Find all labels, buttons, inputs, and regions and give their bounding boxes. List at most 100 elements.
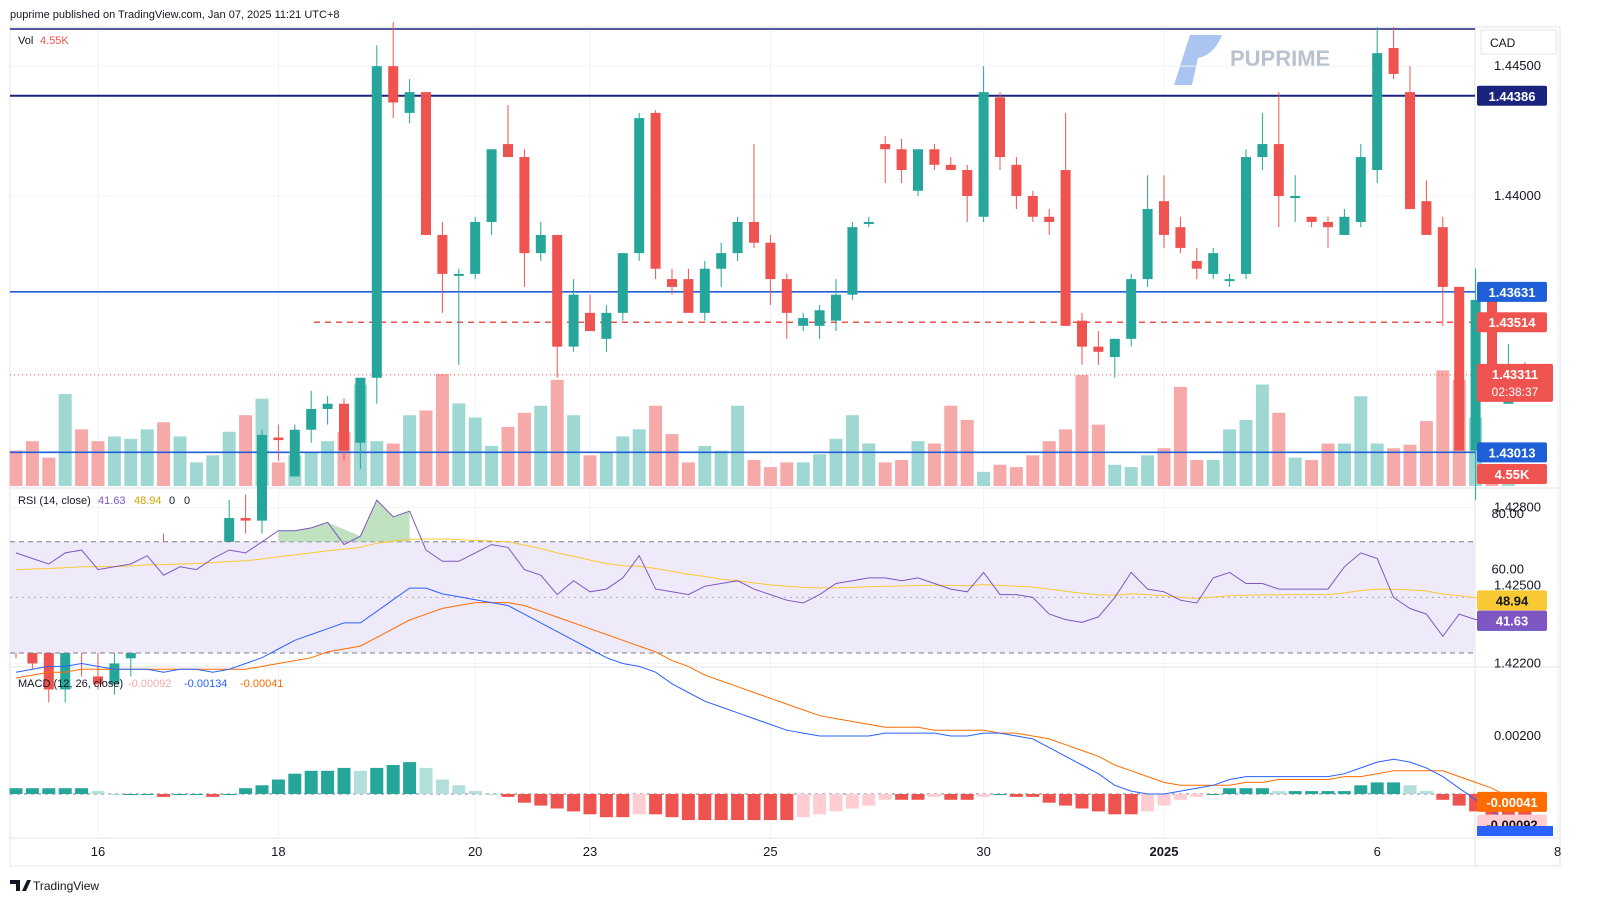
candle-body (765, 242, 776, 280)
volume-bar (1321, 443, 1335, 486)
volume-bar (452, 403, 466, 486)
candle-body (1208, 253, 1219, 274)
volume-bar (517, 412, 531, 486)
candle-body (322, 403, 333, 409)
volume-bar (829, 438, 843, 486)
volume-bar (895, 460, 909, 486)
volume-bar (845, 415, 859, 486)
macd-histogram-bar (9, 788, 23, 794)
volume-bar (1403, 444, 1417, 486)
candle-body (1077, 320, 1087, 347)
macd-histogram-bar (1452, 794, 1466, 806)
candle-body (1454, 286, 1465, 451)
candle-body (519, 157, 530, 254)
volume-bar (1272, 412, 1286, 486)
macd-histogram-bar (189, 794, 203, 795)
candle-body (732, 221, 743, 254)
candle-body (749, 221, 759, 243)
volume-bar (550, 379, 564, 486)
time-tick-label: 18 (271, 844, 285, 859)
candle-body (109, 663, 120, 685)
macd-histogram-bar (534, 794, 548, 806)
price-tick-label: 1.44500 (1494, 58, 1541, 73)
candle-body (995, 97, 1005, 158)
macd-histogram-bar (1124, 794, 1138, 815)
candle-body (634, 118, 645, 254)
candle-body (1355, 157, 1366, 222)
macd-histogram-bar (42, 788, 56, 794)
candle-body (289, 429, 300, 477)
candle-body (1126, 279, 1137, 339)
volume-bar (567, 415, 581, 486)
macd-signal-badge-label: -0.00041 (1486, 795, 1537, 810)
candle-body (93, 676, 103, 685)
macd-signal-line (15, 602, 1526, 807)
macd-histogram-bar (1321, 791, 1335, 794)
macd-histogram-bar (386, 765, 400, 794)
macd-histogram-bar (107, 794, 121, 795)
candle-body (1437, 227, 1448, 287)
candle-body (1159, 201, 1169, 235)
macd-histogram-bar (1009, 794, 1023, 797)
candle-body (1306, 216, 1317, 222)
time-axis: 16 18 20 23 25 30 2025 6 8 (91, 844, 1561, 859)
macd-histogram-bar (288, 773, 302, 794)
macd-value-badge-partial (1477, 826, 1553, 836)
macd-histogram-bar (1173, 794, 1187, 800)
time-tick-label: 23 (583, 844, 597, 859)
macd-histogram-bar (1403, 785, 1417, 794)
macd-histogram-bar (1206, 794, 1220, 795)
rsi-line (15, 499, 1509, 638)
volume-bar (140, 429, 154, 486)
volume-bar (1436, 370, 1450, 486)
candle-body (945, 164, 956, 171)
time-tick-label: 6 (1374, 844, 1381, 859)
footer-brand: TradingView (10, 879, 99, 893)
candle-body (1487, 299, 1497, 378)
volume-bar (878, 462, 892, 486)
candle-body (1142, 208, 1153, 280)
candle-body (699, 268, 710, 313)
time-tick-label: 2025 (1150, 844, 1179, 859)
volume-bar (9, 450, 23, 486)
rsi-ma-badge (1477, 590, 1547, 611)
price-tick-label: 1.42200 (1494, 655, 1541, 670)
candle-body (371, 66, 382, 378)
current-price-label: 1.43311 (1492, 367, 1538, 382)
macd-histogram-bar (1255, 788, 1269, 794)
volume-bar (91, 441, 105, 486)
rsi-ma-line (15, 538, 1509, 601)
time-tick-label: 20 (468, 844, 482, 859)
level-price-badge (1477, 85, 1547, 106)
macd-histogram-bar (993, 794, 1007, 795)
rsi-legend-title: RSI (14, close) (18, 495, 91, 507)
watermark-text: PUPRIME (1230, 46, 1330, 71)
volume-bar (403, 415, 417, 486)
candle-body (1109, 338, 1120, 358)
macd-histogram-bar (91, 791, 105, 794)
volume-bar (75, 429, 89, 486)
volume-bar (665, 434, 679, 486)
volume-bar (1042, 441, 1056, 486)
macd-histogram-bar (878, 794, 892, 800)
macd-histogram-bar (911, 794, 925, 800)
candle-body (1060, 170, 1071, 326)
macd-histogram-bar (271, 779, 285, 794)
rsi-legend: RSI (14, close) 41.63 48.94 0 0 (18, 495, 190, 507)
level-price-badge-label: 1.44386 (1489, 89, 1536, 104)
volume-bar (1206, 460, 1220, 486)
macd-histogram-bar (255, 785, 269, 794)
volume-bar (1173, 386, 1187, 486)
current-price-badge (1477, 363, 1553, 402)
volume-bar (157, 422, 171, 486)
footer-brand-text: TradingView (33, 879, 99, 893)
currency-box[interactable] (1480, 29, 1557, 55)
macd-histogram-bar (1042, 794, 1056, 803)
macd-legend-title: MACD (12, 26, close) (18, 678, 123, 690)
volume-bar (386, 443, 400, 486)
candle-body (306, 408, 317, 430)
macd-histogram-bar (583, 794, 597, 815)
volume-bar (993, 464, 1007, 486)
candle-body (1273, 144, 1284, 196)
volume-bar (370, 441, 384, 486)
